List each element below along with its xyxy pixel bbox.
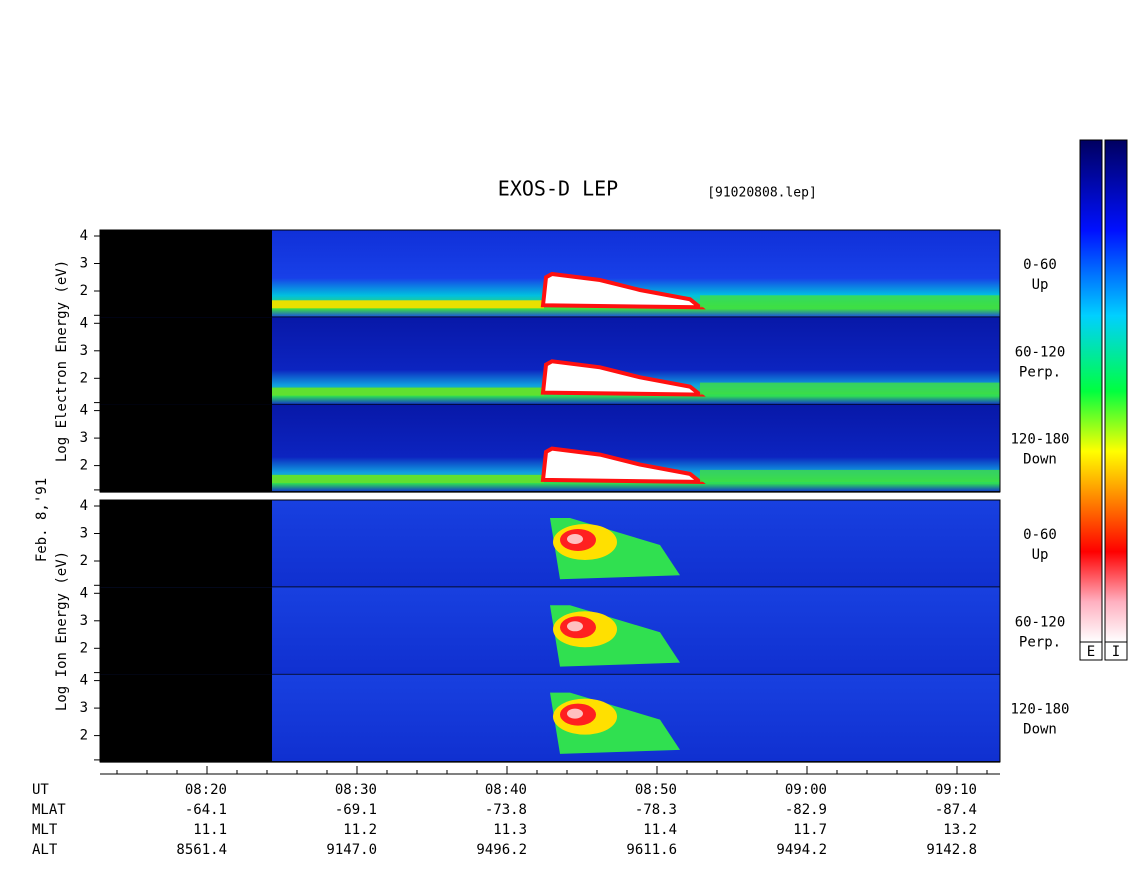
row-value: -82.9 [785, 802, 827, 818]
y-tick-label: 3 [80, 430, 88, 446]
row-value: 9494.2 [776, 842, 827, 858]
row-name: MLAT [32, 802, 66, 818]
y-tick-label: 4 [80, 403, 88, 419]
y-tick-label: 3 [80, 256, 88, 272]
y-tick-label: 2 [80, 370, 88, 386]
ion-burst-peak [567, 621, 583, 632]
row-value: -73.8 [485, 802, 527, 818]
panel-sublabel: Down [1023, 722, 1057, 738]
y-tick-label: 3 [80, 613, 88, 629]
row-value: 09:10 [935, 782, 977, 798]
color-bar-label: I [1112, 644, 1120, 660]
y-tick-label: 4 [80, 498, 88, 514]
panel-sublabel: Perp. [1019, 634, 1061, 650]
row-value: 8561.4 [176, 842, 227, 858]
color-bar [1079, 139, 1103, 643]
y-tick-label: 4 [80, 585, 88, 601]
y-tick-label: 2 [80, 283, 88, 299]
panel-sublabel: Up [1032, 547, 1049, 563]
panel-label: 0-60 [1023, 527, 1057, 543]
panel-label: 120-180 [1010, 702, 1069, 718]
no-data-region [100, 587, 272, 675]
y-tick-label: 2 [80, 640, 88, 656]
no-data-region [100, 317, 272, 405]
panel-label: 60-120 [1015, 614, 1066, 630]
panel-label: 0-60 [1023, 257, 1057, 273]
row-value: 9142.8 [926, 842, 977, 858]
row-value: 08:50 [635, 782, 677, 798]
panel-sublabel: Perp. [1019, 364, 1061, 380]
row-value: 11.4 [643, 822, 677, 838]
panel-label: 60-120 [1015, 344, 1066, 360]
row-value: -64.1 [185, 802, 227, 818]
row-value: 08:30 [335, 782, 377, 798]
green-band [700, 295, 1000, 308]
no-data-region [100, 230, 272, 318]
electron-burst [540, 271, 706, 310]
y-axis-label: Log Electron Energy (eV) [54, 260, 70, 462]
no-data-region [100, 500, 272, 588]
color-bar-label: E [1087, 644, 1095, 660]
panel-sublabel: Down [1023, 452, 1057, 468]
row-value: 11.7 [793, 822, 827, 838]
y-tick-label: 2 [80, 728, 88, 744]
y-tick-label: 3 [80, 700, 88, 716]
row-value: 08:20 [185, 782, 227, 798]
green-band [700, 382, 1000, 395]
electron-burst [540, 446, 706, 484]
ion-burst-peak [567, 534, 583, 544]
panel-sublabel: Up [1032, 277, 1049, 293]
row-value: -69.1 [335, 802, 377, 818]
row-value: -87.4 [935, 802, 977, 818]
y-tick-label: 4 [80, 228, 88, 244]
row-name: MLT [32, 822, 58, 838]
low-energy-band [272, 474, 544, 483]
color-bar-label-box [1079, 641, 1103, 661]
y-tick-label: 3 [80, 343, 88, 359]
low-energy-band [272, 387, 544, 396]
row-value: 09:00 [785, 782, 827, 798]
row-value: 11.2 [343, 822, 377, 838]
y-tick-label: 2 [80, 458, 88, 474]
row-value: -78.3 [635, 802, 677, 818]
title: EXOS-D LEP [498, 177, 618, 201]
date: Feb. 8,'91 [34, 478, 50, 562]
row-name: UT [32, 782, 49, 798]
row-value: 11.1 [193, 822, 227, 838]
color-bar [1104, 139, 1128, 643]
y-axis-label: Log Ion Energy (eV) [54, 551, 70, 711]
row-value: 9611.6 [626, 842, 677, 858]
row-value: 13.2 [943, 822, 977, 838]
row-value: 9147.0 [326, 842, 377, 858]
row-value: 9496.2 [476, 842, 527, 858]
row-name: ALT [32, 842, 58, 858]
ion-burst-peak [567, 708, 583, 719]
electron-burst [540, 359, 706, 397]
row-value: 11.3 [493, 822, 527, 838]
y-tick-label: 3 [80, 526, 88, 542]
file-name: [91020808.lep] [707, 186, 817, 201]
row-value: 08:40 [485, 782, 527, 798]
panel-label: 120-180 [1010, 432, 1069, 448]
green-band [700, 469, 1000, 482]
no-data-region [100, 674, 272, 762]
y-tick-label: 4 [80, 673, 88, 689]
y-tick-label: 4 [80, 315, 88, 331]
color-bar-label-box [1104, 641, 1128, 661]
y-tick-label: 2 [80, 553, 88, 569]
low-energy-band [272, 300, 544, 309]
no-data-region [100, 404, 272, 492]
